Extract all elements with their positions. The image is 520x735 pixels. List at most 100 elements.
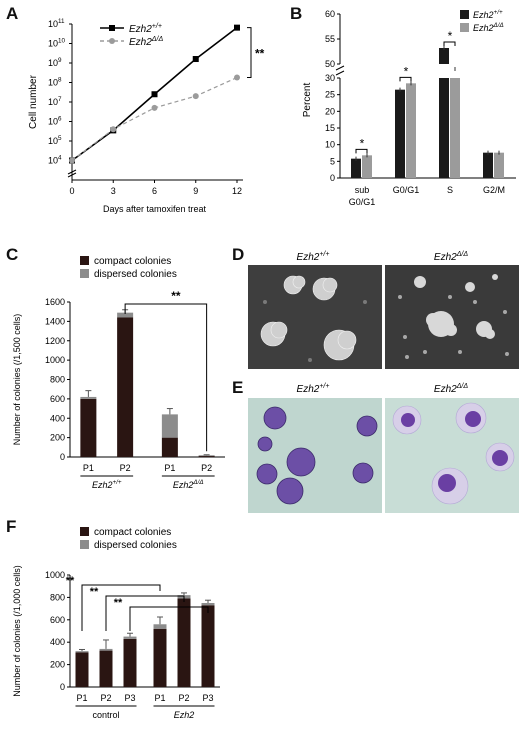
x-tick-label: P2 bbox=[100, 693, 111, 703]
bar-b bbox=[439, 78, 449, 178]
bar-b bbox=[450, 78, 460, 178]
y-tick-label: 1400 bbox=[45, 316, 65, 326]
x-tick-label: P2 bbox=[178, 693, 189, 703]
legend-label-b: Ezh2+/+ bbox=[473, 9, 503, 20]
axis-break-b bbox=[335, 65, 345, 71]
x-tick-label-a: 12 bbox=[232, 186, 242, 196]
data-point-a bbox=[234, 24, 240, 31]
data-point-a bbox=[192, 93, 199, 100]
y-axis-label-a: Cell number bbox=[28, 74, 39, 129]
legend-swatch bbox=[80, 256, 89, 265]
y-tick-label: 400 bbox=[50, 637, 65, 647]
legend-swatch bbox=[80, 540, 89, 549]
y-tick-label: 800 bbox=[50, 375, 65, 385]
colony-count-chart-c: 0 200 400 600 800 1000 1200 1400 1600 P1 P2 P1 P2 Ezh… bbox=[12, 256, 225, 490]
y-tick-label: 600 bbox=[50, 615, 65, 625]
group-label: control bbox=[92, 710, 119, 720]
series-line-a bbox=[71, 76, 238, 161]
y-tick-label-a: 106 bbox=[48, 116, 62, 127]
x-tick-label-b: sub bbox=[355, 185, 370, 195]
stacked-bar-segment bbox=[80, 398, 97, 457]
data-point-a bbox=[110, 126, 117, 133]
x-tick-label: P1 bbox=[164, 463, 175, 473]
y-tick-label: 800 bbox=[50, 592, 65, 602]
bar-b bbox=[351, 158, 361, 178]
data-point-a bbox=[151, 91, 158, 98]
y-tick-label-b: 20 bbox=[325, 106, 335, 116]
x-tick-label-b: G0/G1 bbox=[393, 185, 420, 195]
legend-label: dispersed colonies bbox=[94, 540, 177, 551]
significance-bracket-a bbox=[247, 27, 252, 79]
significance-label-b: * bbox=[404, 64, 409, 78]
y-tick-label: 0 bbox=[60, 452, 65, 462]
stacked-bar-segment bbox=[99, 648, 113, 651]
legend-marker-a bbox=[109, 25, 115, 31]
stacked-bar-segment bbox=[153, 628, 167, 687]
stacked-bar-segment bbox=[80, 396, 97, 399]
growth-curve-chart: 104 105 106 107 108 109 1010 1011 0 3 6 9 12 Days aft… bbox=[28, 18, 265, 214]
significance-label-f: ** bbox=[114, 597, 123, 609]
panel-letter-a: A bbox=[6, 4, 19, 23]
y-tick-label-b: 0 bbox=[330, 173, 335, 183]
data-point-a bbox=[151, 104, 158, 111]
y-tick-label-a: 1011 bbox=[48, 18, 65, 29]
x-tick-label: P1 bbox=[154, 693, 165, 703]
stacked-bar-segment bbox=[198, 455, 215, 457]
stacked-bar-segment bbox=[177, 598, 191, 687]
legend-swatch-b bbox=[460, 10, 469, 19]
stacked-bar-segment bbox=[123, 638, 137, 687]
micrograph-d-right-label: Ezh2Δ/Δ bbox=[434, 251, 468, 263]
panel-letter-b: B bbox=[290, 4, 303, 23]
micrograph-e-left bbox=[248, 398, 382, 513]
stacked-bar-segment bbox=[201, 605, 215, 687]
stacked-bar-segment bbox=[198, 456, 215, 457]
panel-letter-f: F bbox=[6, 517, 17, 536]
y-tick-label-b: 50 bbox=[325, 59, 335, 69]
y-tick-label: 200 bbox=[50, 433, 65, 443]
axis-break-a bbox=[67, 172, 77, 178]
legend-label-a: Ezh2Δ/Δ bbox=[129, 36, 163, 48]
y-tick-label-a: 1010 bbox=[48, 38, 66, 49]
y-axis-label: Number of colonies (/1,000 cells) bbox=[12, 565, 22, 697]
y-tick-label-b: 60 bbox=[325, 9, 335, 19]
micrograph-d-right bbox=[385, 265, 519, 369]
axis-break-a bbox=[67, 169, 77, 175]
significance-bracket-c bbox=[124, 303, 208, 452]
x-tick-label: P1 bbox=[83, 463, 94, 473]
bar-b bbox=[395, 89, 405, 178]
significance-label-f: ** bbox=[90, 586, 99, 598]
y-tick-label: 1000 bbox=[45, 570, 65, 580]
stacked-bar-segment bbox=[117, 312, 134, 318]
colony-micrographs: Ezh2+/+ Ezh2Δ/Δ bbox=[248, 251, 519, 369]
significance-label-b: * bbox=[448, 29, 453, 43]
group-label: Ezh2 bbox=[174, 710, 195, 720]
stacked-bar-segment bbox=[161, 437, 178, 457]
x-axis-label-a: Days after tamoxifen treat bbox=[103, 204, 207, 214]
micrograph-e-left-label: Ezh2+/+ bbox=[297, 383, 330, 395]
x-tick-label-b: G2/M bbox=[483, 185, 505, 195]
y-tick-label-b: 30 bbox=[325, 73, 335, 83]
y-tick-label-b: 15 bbox=[325, 123, 335, 133]
bar-b bbox=[362, 155, 372, 178]
y-tick-label-a: 107 bbox=[48, 96, 62, 107]
x-tick-label: P3 bbox=[202, 693, 213, 703]
micrograph-e-right bbox=[385, 398, 519, 513]
panel-letter-d: D bbox=[232, 245, 245, 264]
axis-break-b bbox=[335, 70, 345, 76]
legend-label-b: Ezh2Δ/Δ bbox=[473, 22, 504, 33]
stacked-bar-segment bbox=[117, 317, 134, 457]
y-tick-label: 200 bbox=[50, 660, 65, 670]
y-tick-label-a: 104 bbox=[48, 155, 62, 166]
y-tick-label-b: 25 bbox=[325, 90, 335, 100]
significance-bracket-f bbox=[129, 606, 209, 631]
stacked-bar-segment bbox=[75, 651, 89, 653]
significance-bracket-f bbox=[81, 584, 161, 631]
stacked-bar-segment bbox=[153, 624, 167, 629]
group-label: Ezh2+/+ bbox=[92, 479, 122, 490]
legend-swatch bbox=[80, 527, 89, 536]
legend-label: compact colonies bbox=[94, 256, 171, 267]
cell-cycle-bar-chart: 0 5 10 15 20 25 30 50 55 60 Percent * sub G0/G1 * G0/G1… bbox=[302, 9, 516, 207]
y-tick-label-b: 10 bbox=[325, 140, 335, 150]
y-axis-label-b: Percent bbox=[302, 83, 313, 118]
data-point-a bbox=[234, 74, 240, 81]
